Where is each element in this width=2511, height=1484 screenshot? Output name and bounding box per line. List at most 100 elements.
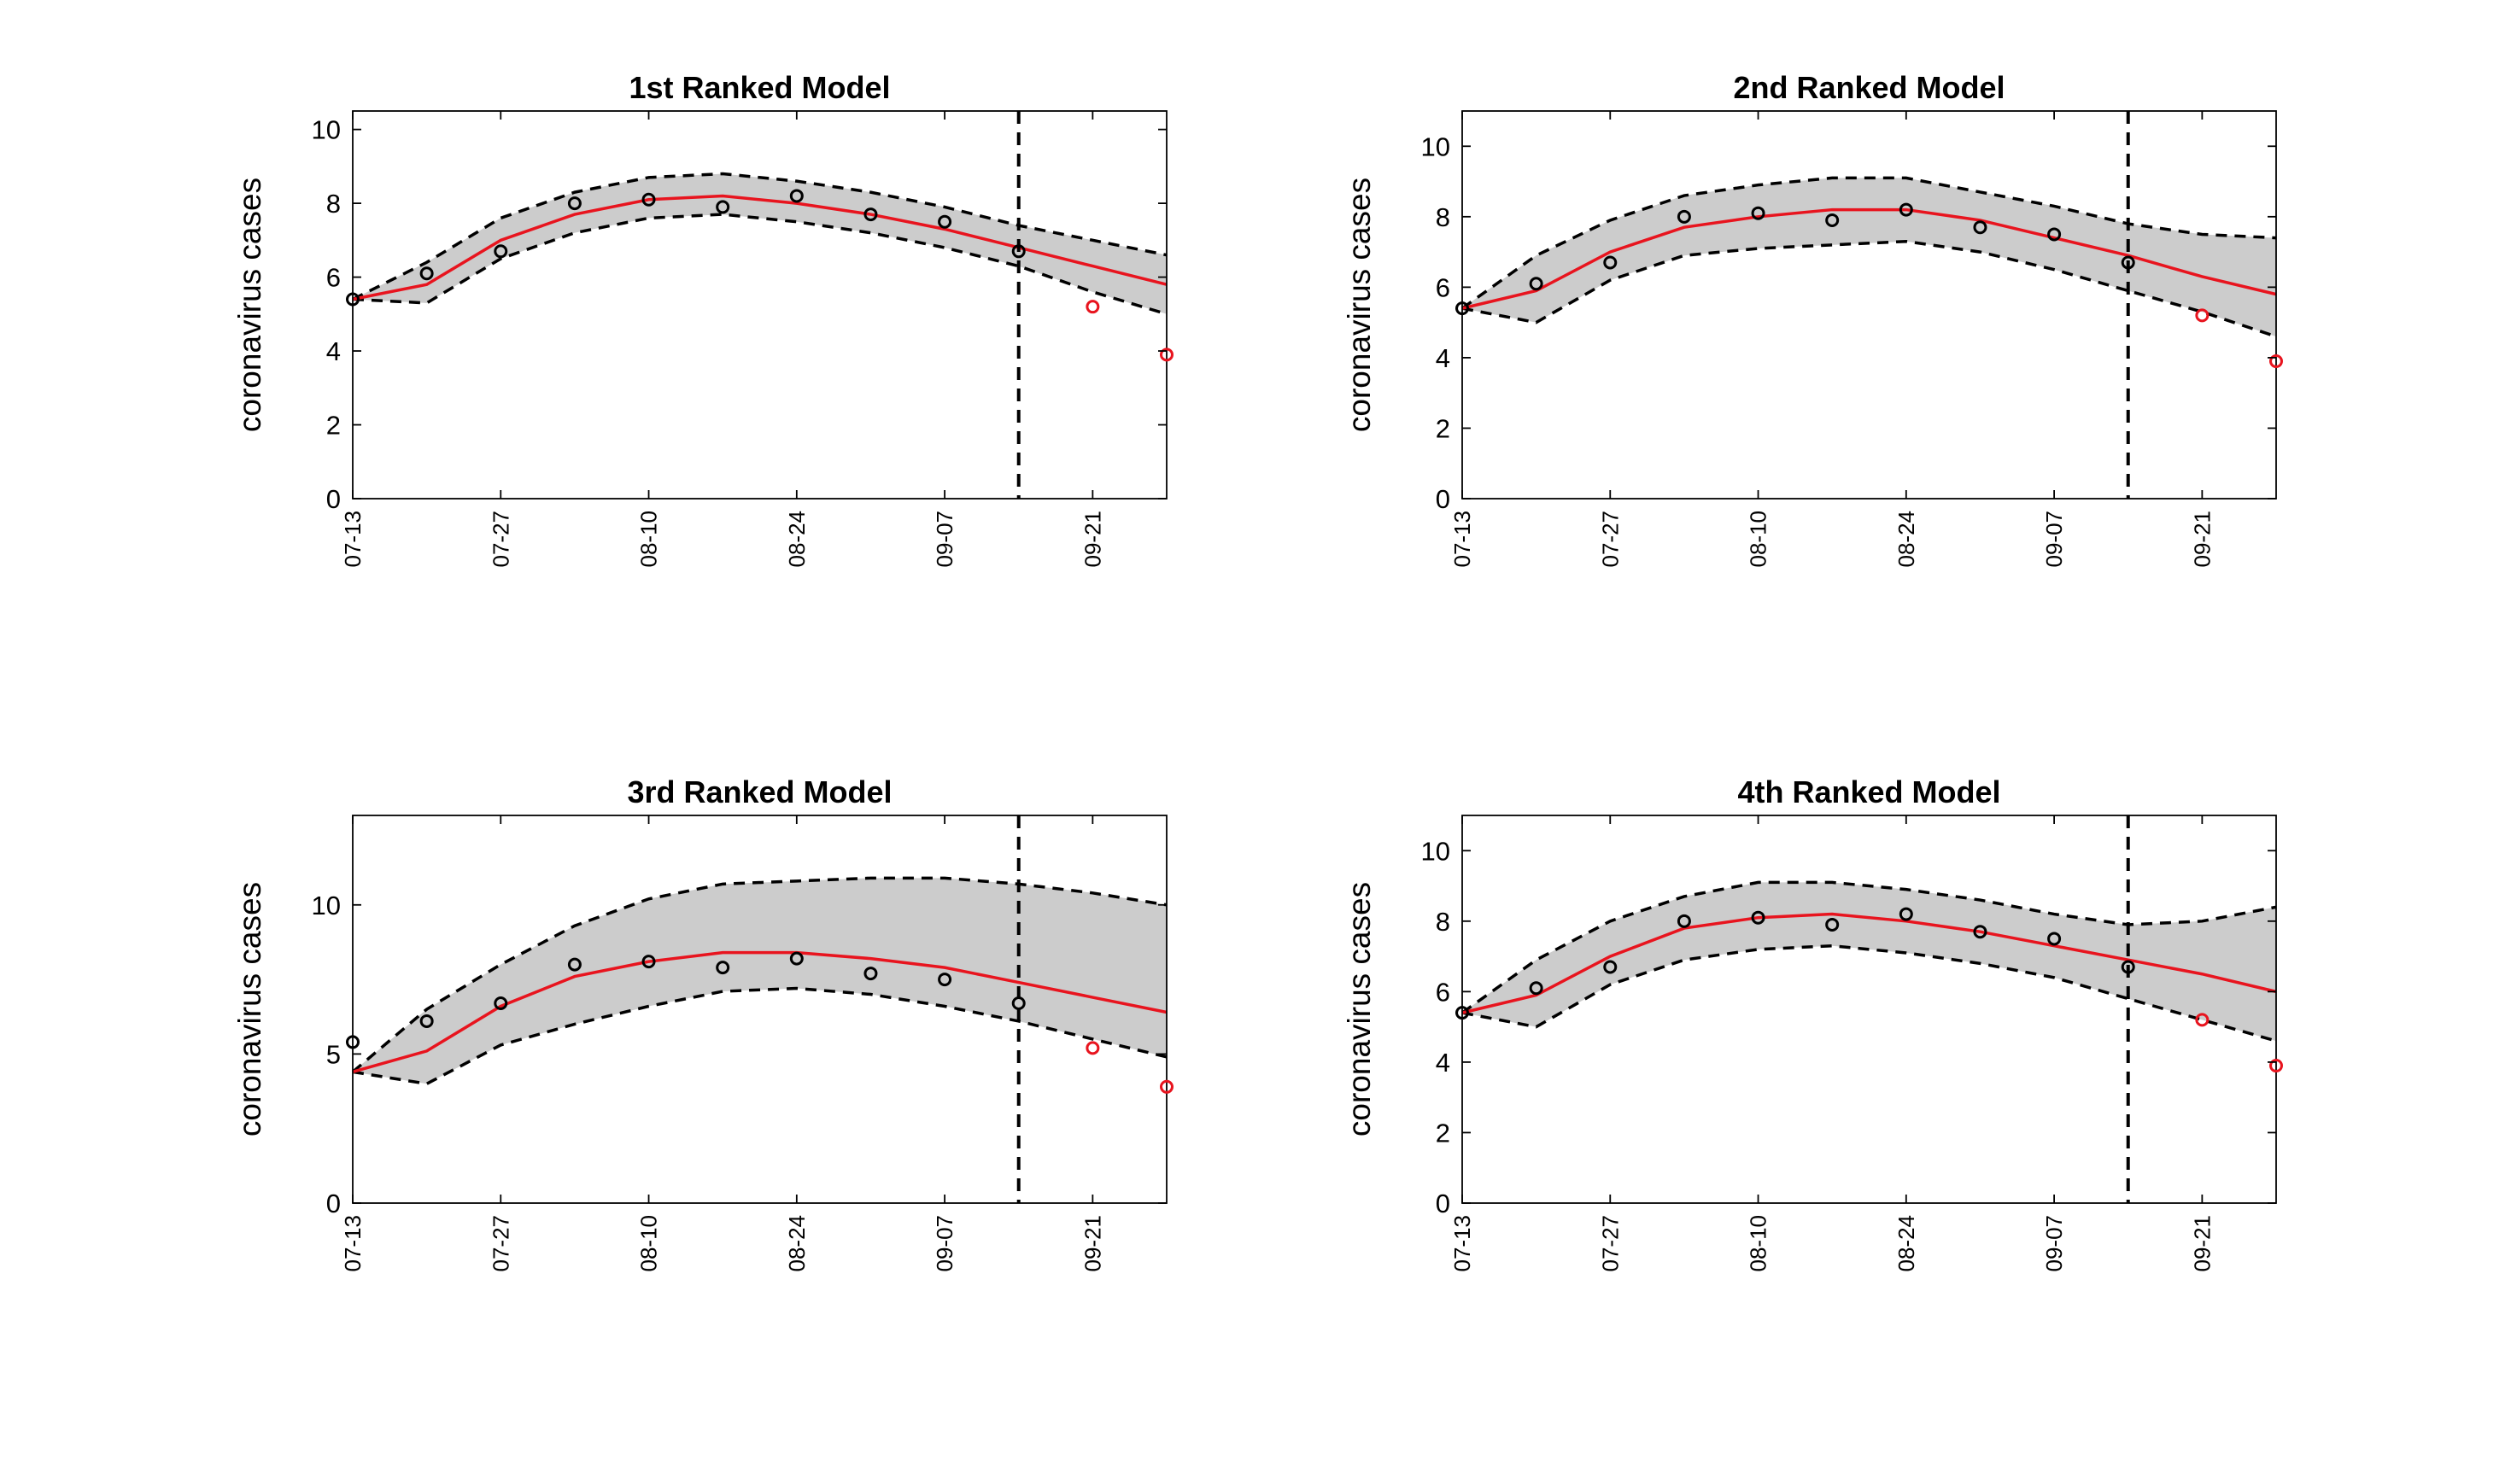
observed-point [2047, 932, 2062, 946]
axes-box [352, 110, 1168, 500]
observed-point [1455, 1006, 1469, 1020]
y-tick-label: 0 [1436, 484, 1450, 514]
y-tick-label: 4 [326, 336, 341, 366]
x-tick-label: 08-24 [784, 511, 810, 568]
chart-title: 3rd Ranked Model [627, 774, 892, 809]
observed-point [938, 214, 952, 229]
observed-point [2047, 227, 2062, 242]
y-tick-label: 0 [1436, 1189, 1450, 1218]
observed-point [419, 266, 434, 281]
x-tick-label: 08-10 [636, 511, 662, 568]
upper-bound-line [1460, 880, 2277, 1014]
observed-point [863, 207, 878, 222]
observed-point [1011, 244, 1026, 259]
x-tick-label: 09-21 [1080, 511, 1105, 568]
panel-4th-ranked-model: 0 2 4 6 8 10 07-13 07-27 08-10 08-24 09-07 09-21 4th… [1342, 774, 2283, 1272]
x-tick-label: 09-21 [2189, 1215, 2215, 1272]
observed-point [716, 200, 730, 214]
observed-point [1529, 277, 1543, 291]
observed-point [494, 244, 508, 259]
observed-point [346, 292, 360, 307]
observed-point [494, 996, 508, 1011]
x-tick-label: 09-07 [932, 511, 957, 568]
observed-point [863, 967, 878, 981]
observed-point [1011, 996, 1026, 1011]
observed-point [1603, 960, 1618, 974]
y-tick-label: 4 [1436, 1048, 1450, 1078]
panel-3rd-ranked-model: 0 5 10 07-13 07-27 08-10 08-24 09-07 09-21 3rd Ra… [232, 774, 1174, 1272]
observed-point [1529, 981, 1543, 996]
x-tick-label: 08-10 [1746, 511, 1771, 568]
x-tick-label: 08-24 [1893, 1215, 1919, 1272]
y-tick-label: 2 [1436, 1118, 1450, 1148]
axes-box [1461, 815, 2277, 1204]
observed-point [1825, 213, 1840, 227]
confidence-band [1462, 178, 2276, 337]
chart-title: 2nd Ranked Model [1733, 70, 2005, 105]
x-tick-label: 07-13 [340, 511, 366, 568]
observed-point [567, 957, 582, 972]
y-tick-label: 10 [1421, 836, 1450, 866]
upper-bound-line [351, 876, 1168, 1073]
x-tick-label: 09-07 [932, 1215, 957, 1272]
observed-point [716, 961, 730, 975]
observed-point [938, 973, 952, 987]
confidence-band [1462, 882, 2276, 1042]
x-tick-label: 07-27 [488, 1215, 513, 1272]
observed-point [346, 1035, 360, 1049]
x-tick-label: 08-10 [1746, 1215, 1771, 1272]
panel-1st-ranked-model: 0 2 4 6 8 10 07-13 07-27 08-10 08-24 09-07 09-21 1st… [232, 70, 1174, 568]
chart-title: 1st Ranked Model [629, 70, 890, 105]
x-tick-label: 08-10 [636, 1215, 662, 1272]
fit-line [1461, 207, 2277, 310]
y-tick-label: 10 [1421, 131, 1450, 161]
y-tick-label: 10 [312, 891, 341, 920]
observed-point [1603, 255, 1618, 270]
observed-point [789, 951, 804, 966]
lower-bound-line [352, 986, 1168, 1086]
y-tick-label: 8 [326, 189, 341, 219]
x-tick-label: 07-27 [1597, 1215, 1623, 1272]
y-tick-label: 5 [326, 1039, 341, 1069]
heldout-point [2269, 1059, 2283, 1073]
y-tick-label: 10 [312, 115, 341, 145]
observed-point [1677, 914, 1691, 928]
y-tick-label: 6 [1436, 977, 1450, 1007]
heldout-point [1086, 1041, 1100, 1055]
x-tick-label: 08-24 [1893, 511, 1919, 568]
panel-2nd-ranked-model: 0 2 4 6 8 10 07-13 07-27 08-10 08-24 09-07 09-21 2nd… [1342, 70, 2283, 568]
x-tick-label: 09-21 [2189, 511, 2215, 568]
y-tick-label: 0 [326, 1189, 341, 1218]
observed-point [1899, 907, 1913, 921]
upper-bound-line [352, 172, 1168, 301]
observed-point [641, 955, 656, 969]
observed-point [1455, 301, 1469, 316]
observed-point [1677, 209, 1691, 224]
fit-line [352, 950, 1168, 1074]
observed-point [1973, 925, 1987, 939]
observed-point [1899, 202, 1913, 217]
x-tick-label: 07-13 [1449, 511, 1475, 568]
y-tick-label: 0 [326, 484, 341, 514]
y-tick-label: 6 [326, 263, 341, 293]
observed-point [567, 196, 582, 211]
observed-point [2121, 960, 2135, 974]
y-axis-label: coronavirus cases [232, 178, 267, 432]
observed-point [1751, 206, 1765, 220]
axes-box [352, 815, 1168, 1204]
observed-point [419, 1014, 434, 1028]
lower-bound-line [1461, 239, 2277, 338]
observed-point [1751, 910, 1765, 925]
lower-bound-line [352, 213, 1168, 316]
heldout-point [2195, 1013, 2210, 1027]
axes-box [1461, 110, 2277, 500]
observed-point [1825, 917, 1840, 932]
fit-line [1461, 912, 2277, 1014]
y-tick-label: 8 [1436, 202, 1450, 232]
x-tick-label: 07-13 [1449, 1215, 1475, 1272]
x-tick-label: 08-24 [784, 1215, 810, 1272]
lower-bound-line [1461, 944, 2277, 1043]
x-tick-label: 07-27 [1597, 511, 1623, 568]
upper-bound-line [1460, 176, 2277, 310]
